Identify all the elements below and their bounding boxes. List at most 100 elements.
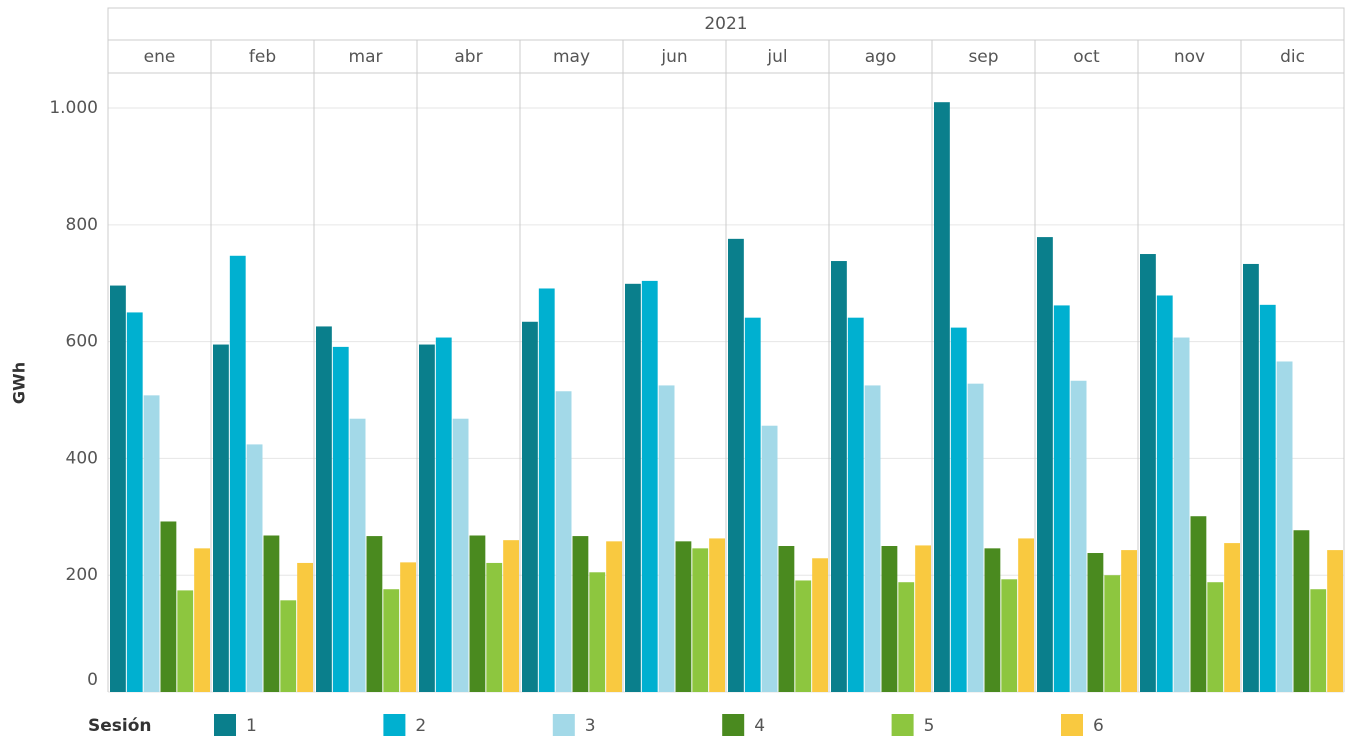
bar: [332, 346, 349, 692]
y-tick-label: 1.000: [49, 98, 98, 118]
x-tick-label: jul: [766, 47, 787, 67]
bar: [419, 344, 435, 692]
x-tick-label: ene: [144, 47, 176, 67]
y-tick-label: 600: [66, 332, 98, 352]
bar: [1001, 579, 1018, 692]
legend-label: 1: [246, 716, 257, 736]
bar: [229, 255, 246, 692]
bar: [435, 337, 452, 692]
bar: [1173, 337, 1190, 692]
bar: [572, 536, 589, 692]
x-tick-label: may: [553, 47, 590, 67]
bar: [555, 391, 572, 692]
bar: [1087, 553, 1104, 692]
column-header: 2021: [704, 14, 747, 34]
bar: [658, 385, 675, 692]
x-tick-label: ago: [865, 47, 897, 67]
bar: [934, 102, 950, 692]
bar: [950, 327, 967, 692]
bar: [831, 261, 847, 692]
bar: [761, 425, 778, 692]
bar: [1276, 361, 1293, 692]
legend-title: Sesión: [88, 716, 152, 736]
bar: [177, 590, 194, 692]
bar: [728, 238, 744, 692]
x-tick-label: dic: [1280, 47, 1305, 67]
bar: [383, 589, 400, 692]
bar: [452, 418, 469, 692]
bar: [522, 321, 538, 692]
legend-label: 4: [754, 716, 765, 736]
bar: [280, 600, 297, 692]
bar: [709, 538, 725, 692]
bar: [1310, 589, 1327, 692]
bar: [1070, 380, 1087, 692]
bar: [1104, 575, 1121, 692]
bar: [1121, 550, 1137, 692]
bar: [1140, 254, 1156, 692]
x-tick-label: abr: [454, 47, 482, 67]
x-tick-label: mar: [349, 47, 383, 67]
x-tick-label: feb: [249, 47, 276, 67]
bar: [143, 395, 160, 692]
bar: [915, 545, 931, 692]
bar: [1053, 305, 1070, 692]
x-tick-label: nov: [1174, 47, 1205, 67]
legend-swatch: [891, 714, 914, 736]
legend-label: 5: [924, 716, 935, 736]
bar: [692, 548, 709, 692]
bar: [1243, 263, 1259, 692]
bar: [1293, 530, 1310, 692]
y-tick-label: 200: [66, 565, 98, 585]
bar: [297, 562, 313, 692]
bar: [1037, 237, 1053, 693]
bar: [967, 383, 984, 692]
bar: [898, 582, 915, 692]
bar: [778, 546, 795, 692]
bar: [366, 536, 383, 692]
legend-label: 3: [585, 716, 596, 736]
legend-label: 2: [415, 716, 426, 736]
bar: [469, 535, 486, 692]
bar: [881, 546, 898, 692]
bar: [1190, 516, 1207, 692]
bar: [400, 562, 416, 692]
bar: [1018, 538, 1034, 692]
legend-swatch: [383, 714, 406, 736]
bar: [1207, 582, 1224, 692]
y-axis-label: GWh: [10, 362, 29, 404]
bar: [625, 283, 641, 692]
bar: [812, 558, 828, 692]
bar: [126, 312, 143, 692]
bar: [1327, 550, 1343, 692]
x-tick-label: sep: [968, 47, 998, 67]
bar: [864, 385, 881, 692]
bar: [486, 562, 503, 692]
x-tick-label: jun: [660, 47, 687, 67]
bar: [589, 572, 606, 692]
legend-swatch: [1061, 714, 1083, 736]
bar: [349, 418, 366, 692]
x-tick-label: oct: [1073, 47, 1100, 67]
legend-label: 6: [1093, 716, 1104, 736]
bar: [744, 317, 761, 692]
y-tick-label: 400: [66, 448, 98, 468]
legend-swatch: [552, 714, 575, 736]
bar: [795, 580, 812, 692]
bar: [110, 285, 126, 692]
bar: [213, 344, 229, 692]
bar: [246, 444, 263, 692]
bar: [641, 280, 658, 692]
bar: [160, 521, 177, 692]
bar: [1259, 304, 1276, 692]
y-tick-label: 0: [87, 670, 98, 690]
bar: [1224, 543, 1240, 692]
bar: [263, 535, 280, 692]
bar: [538, 288, 555, 692]
legend-swatch: [722, 714, 745, 736]
bar: [1156, 295, 1173, 692]
bar: [194, 548, 210, 692]
bar: [606, 541, 622, 692]
bar: [503, 540, 519, 692]
